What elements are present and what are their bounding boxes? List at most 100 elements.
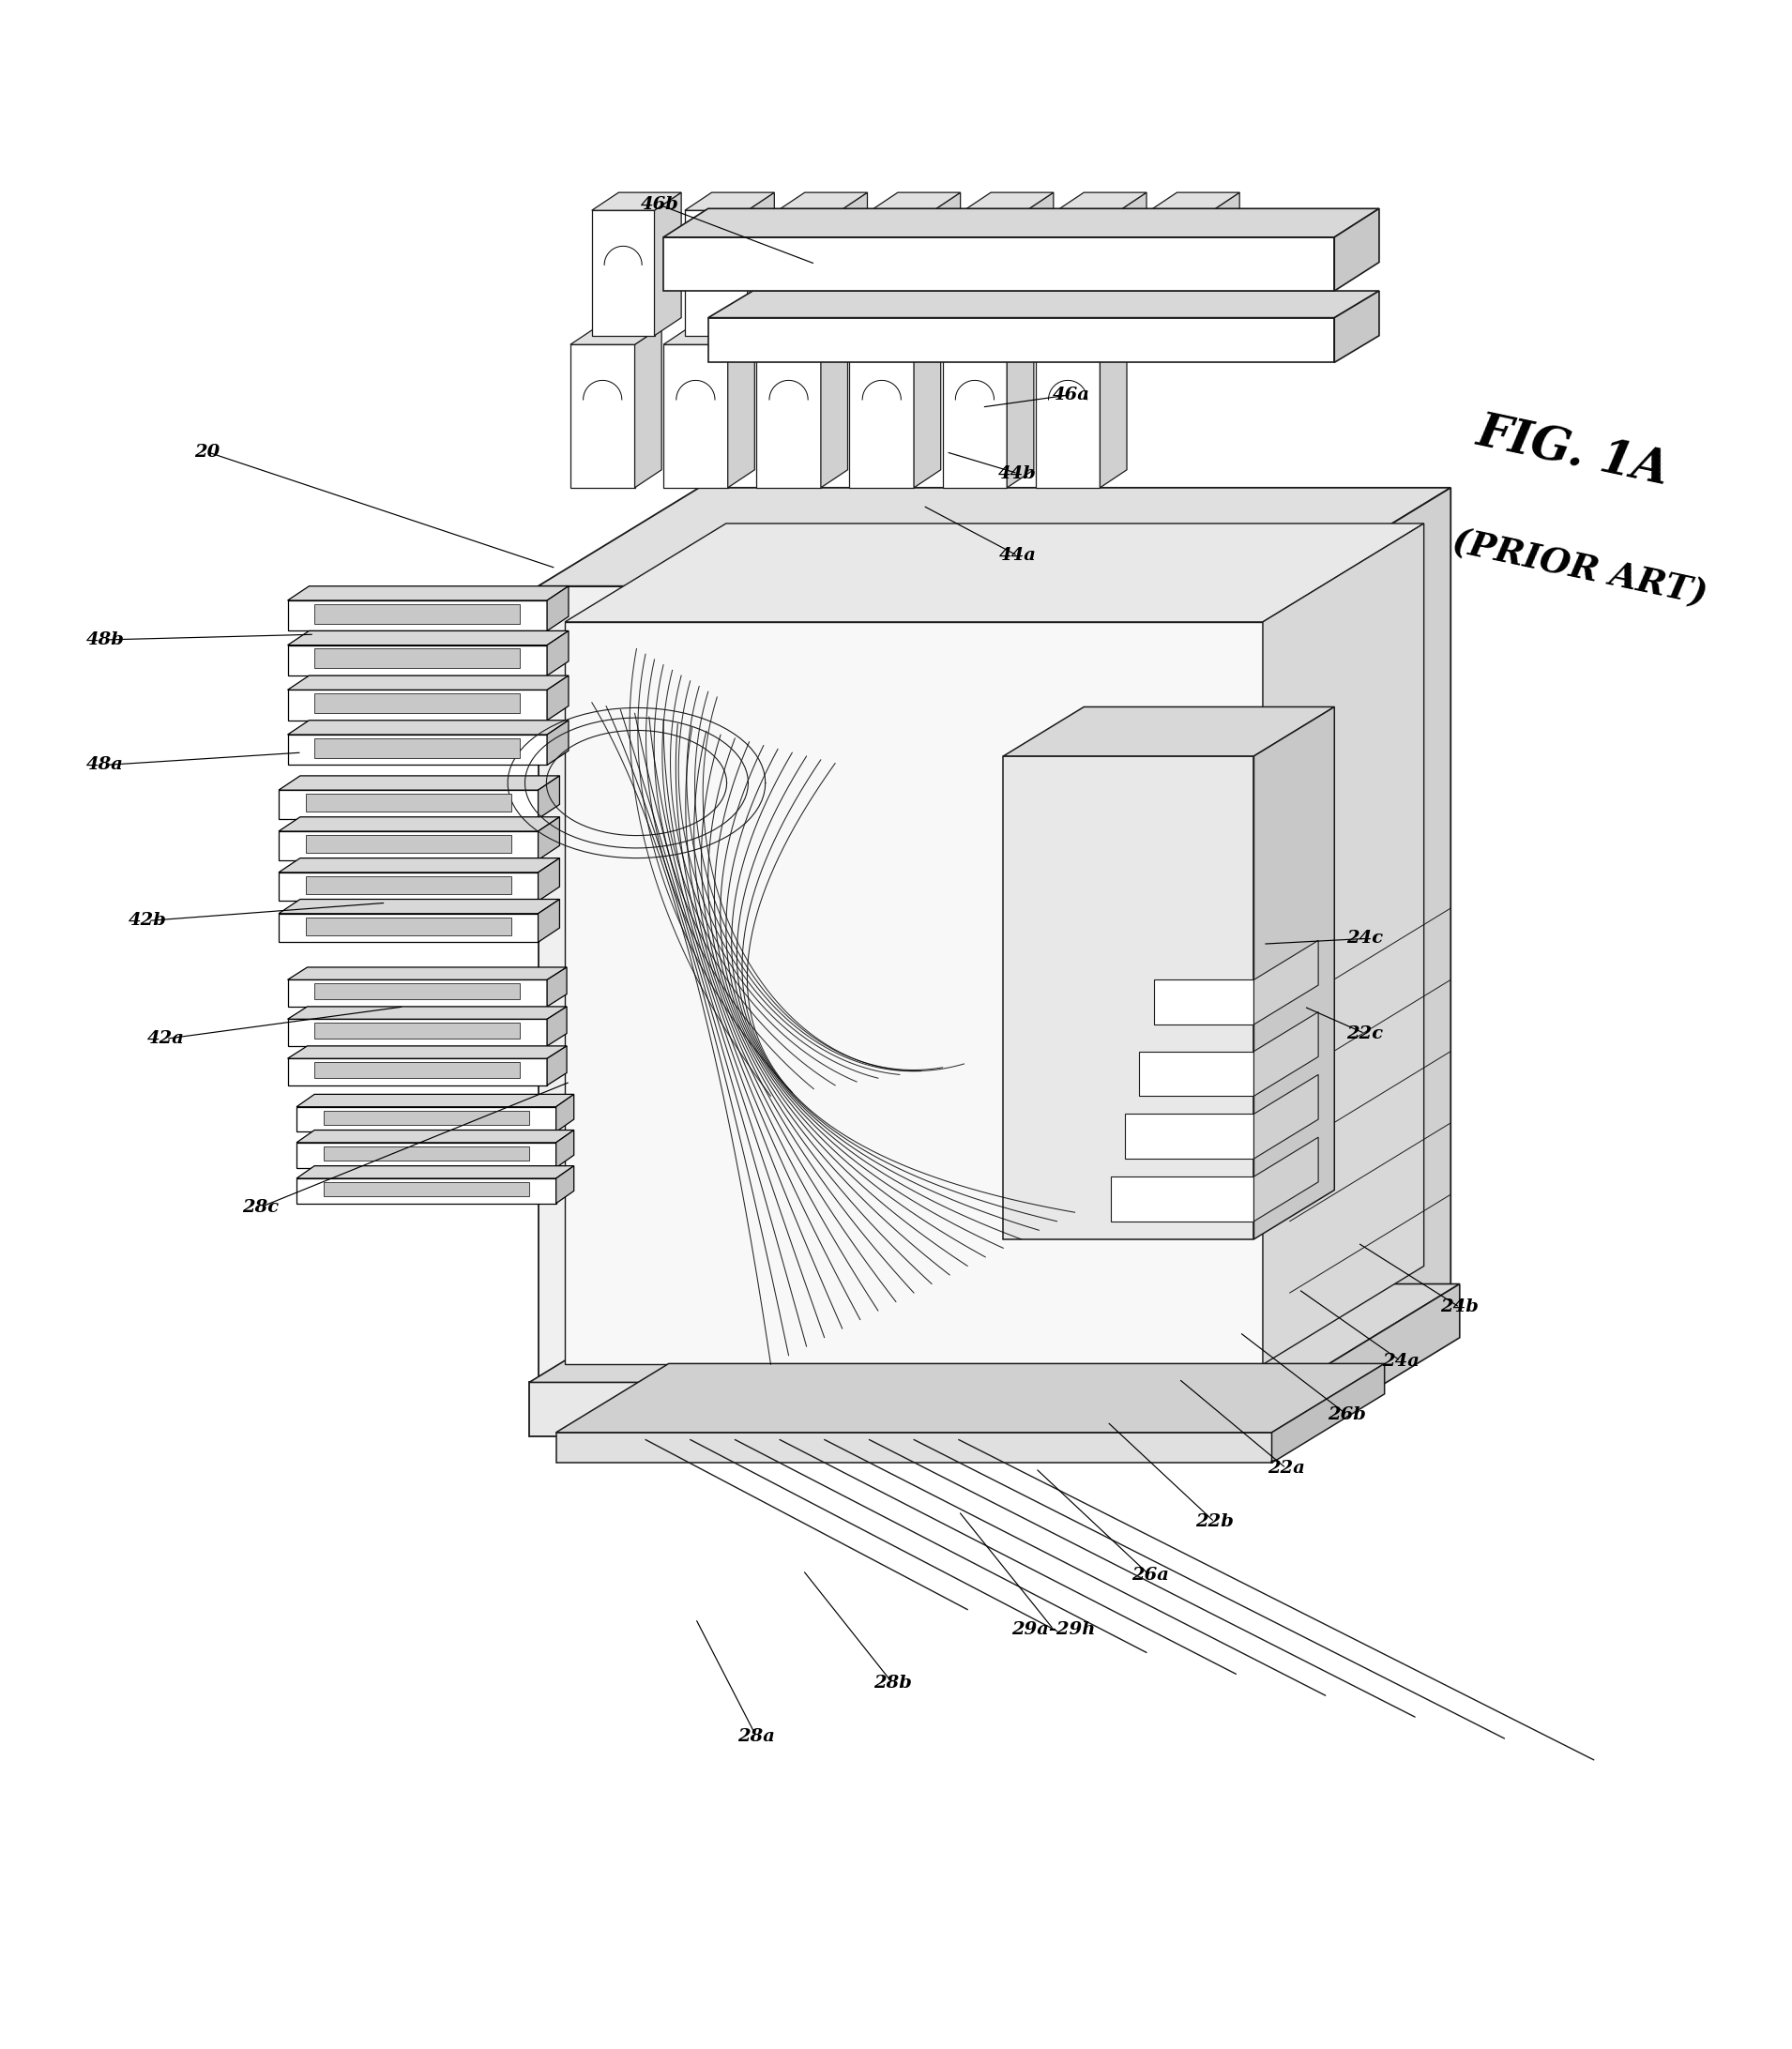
Polygon shape (591, 193, 681, 211)
Polygon shape (1004, 707, 1335, 756)
Polygon shape (529, 1383, 1299, 1436)
Polygon shape (1004, 756, 1254, 1240)
Polygon shape (663, 344, 728, 488)
Polygon shape (323, 1182, 529, 1197)
Polygon shape (1036, 326, 1127, 344)
Polygon shape (1299, 1285, 1460, 1436)
Polygon shape (708, 318, 1335, 363)
Polygon shape (296, 1106, 556, 1131)
Polygon shape (538, 586, 1290, 1391)
Polygon shape (778, 211, 840, 336)
Polygon shape (323, 1111, 529, 1125)
Text: 28a: 28a (738, 1727, 776, 1746)
Text: 26b: 26b (1328, 1406, 1366, 1422)
Polygon shape (591, 211, 654, 336)
Polygon shape (538, 488, 1452, 586)
Text: 24a: 24a (1382, 1352, 1419, 1369)
Polygon shape (964, 211, 1027, 336)
Polygon shape (685, 211, 747, 336)
Text: 42b: 42b (129, 912, 167, 928)
Text: 24c: 24c (1346, 930, 1383, 947)
Polygon shape (314, 650, 520, 668)
Polygon shape (280, 818, 559, 832)
Polygon shape (564, 623, 1263, 1365)
Polygon shape (556, 1432, 1272, 1463)
Polygon shape (914, 326, 941, 488)
Polygon shape (570, 326, 661, 344)
Polygon shape (747, 193, 774, 336)
Polygon shape (296, 1166, 573, 1178)
Polygon shape (1057, 193, 1147, 211)
Text: (PRIOR ART): (PRIOR ART) (1450, 525, 1710, 613)
Polygon shape (280, 873, 538, 902)
Polygon shape (547, 721, 568, 764)
Polygon shape (280, 914, 538, 943)
Polygon shape (314, 984, 520, 1000)
Polygon shape (305, 793, 511, 811)
Text: 22c: 22c (1346, 1024, 1383, 1041)
Polygon shape (323, 1145, 529, 1160)
Polygon shape (287, 967, 566, 979)
Polygon shape (1125, 1115, 1254, 1158)
Text: 20: 20 (194, 443, 220, 461)
Text: 28b: 28b (873, 1674, 912, 1690)
Text: 22b: 22b (1195, 1514, 1233, 1531)
Polygon shape (1335, 291, 1380, 363)
Polygon shape (663, 238, 1335, 291)
Polygon shape (943, 326, 1034, 344)
Polygon shape (1150, 211, 1213, 336)
Polygon shape (663, 209, 1380, 238)
Polygon shape (556, 1094, 573, 1131)
Polygon shape (287, 631, 568, 645)
Polygon shape (538, 818, 559, 861)
Polygon shape (1335, 209, 1380, 291)
Text: 28c: 28c (242, 1199, 280, 1215)
Polygon shape (634, 326, 661, 488)
Text: 44b: 44b (998, 465, 1038, 482)
Polygon shape (556, 1166, 573, 1203)
Polygon shape (1254, 1012, 1319, 1096)
Polygon shape (1272, 1363, 1385, 1463)
Polygon shape (570, 344, 634, 488)
Polygon shape (849, 326, 941, 344)
Polygon shape (287, 691, 547, 721)
Polygon shape (296, 1131, 573, 1143)
Polygon shape (287, 600, 547, 631)
Polygon shape (934, 193, 961, 336)
Polygon shape (287, 586, 568, 600)
Text: 46b: 46b (640, 197, 679, 213)
Polygon shape (756, 344, 821, 488)
Polygon shape (305, 918, 511, 934)
Polygon shape (287, 1059, 547, 1086)
Polygon shape (654, 193, 681, 336)
Text: 42a: 42a (147, 1031, 185, 1047)
Polygon shape (280, 832, 538, 861)
Polygon shape (1290, 488, 1452, 1391)
Polygon shape (296, 1094, 573, 1106)
Polygon shape (280, 859, 559, 873)
Polygon shape (280, 791, 538, 820)
Polygon shape (1254, 1074, 1319, 1158)
Polygon shape (314, 604, 520, 623)
Text: FIG. 1A: FIG. 1A (1471, 410, 1672, 494)
Polygon shape (564, 522, 1425, 623)
Polygon shape (1150, 193, 1240, 211)
Polygon shape (1213, 193, 1240, 336)
Polygon shape (1154, 979, 1254, 1024)
Polygon shape (538, 900, 559, 943)
Text: 29a-29h: 29a-29h (1011, 1621, 1095, 1637)
Polygon shape (556, 1131, 573, 1168)
Polygon shape (529, 1285, 1460, 1383)
Polygon shape (849, 344, 914, 488)
Polygon shape (287, 736, 547, 764)
Polygon shape (943, 344, 1007, 488)
Polygon shape (871, 211, 934, 336)
Text: 46a: 46a (1052, 385, 1090, 404)
Polygon shape (305, 834, 511, 852)
Polygon shape (556, 1363, 1385, 1432)
Polygon shape (728, 326, 754, 488)
Polygon shape (287, 979, 547, 1006)
Polygon shape (778, 193, 867, 211)
Polygon shape (314, 693, 520, 713)
Polygon shape (663, 326, 754, 344)
